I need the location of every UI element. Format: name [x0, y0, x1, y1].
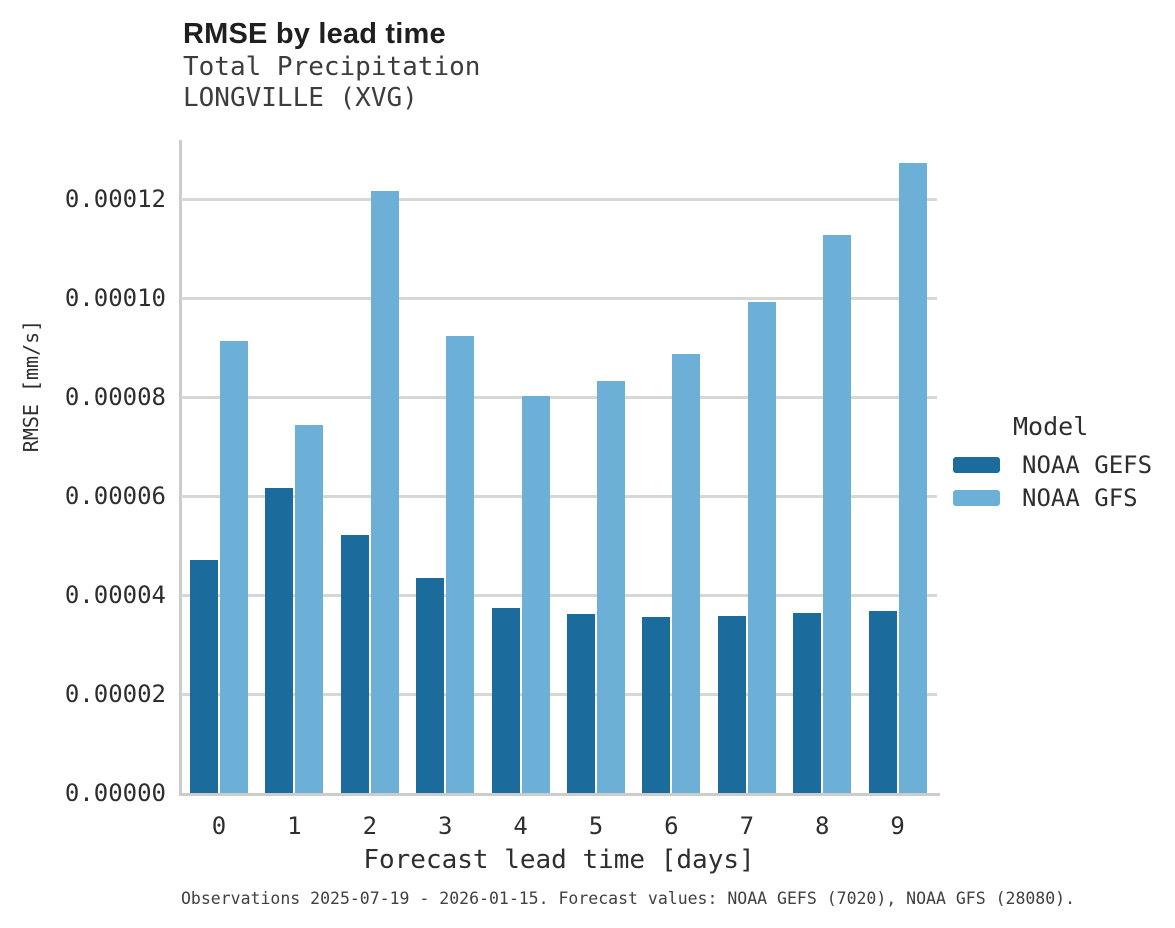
bar-noaa-gfs-day-0 — [220, 340, 248, 793]
bar-noaa-gefs-day-0 — [190, 559, 218, 793]
y-tick-label: 0.00004 — [64, 581, 166, 610]
bar-noaa-gefs-day-2 — [340, 535, 369, 793]
chart-subtitle-station: LONGVILLE (XVG) — [183, 83, 418, 113]
bar-noaa-gefs-day-5 — [567, 614, 595, 793]
bar-noaa-gfs-day-6 — [672, 354, 701, 793]
bar-noaa-gefs-day-6 — [642, 616, 671, 793]
x-tick-label: 3 — [437, 812, 453, 840]
y-tick-label: 0.00002 — [64, 680, 166, 709]
x-tick-label: 4 — [513, 812, 528, 840]
bar-noaa-gefs-day-9 — [868, 611, 897, 793]
y-axis-ticks: 0.00000 0.00002 0.00004 0.00006 0.00008 0.000… — [0, 140, 166, 807]
bar-noaa-gfs-day-4 — [521, 396, 550, 793]
legend-title: Model — [1013, 412, 1089, 441]
x-tick-label: 2 — [362, 812, 378, 840]
x-tick-label: 8 — [814, 812, 830, 840]
y-tick-label: 0.00008 — [64, 383, 166, 412]
y-tick-label: 0.00012 — [64, 185, 166, 214]
x-tick-label: 5 — [588, 812, 604, 840]
legend-label: NOAA GEFS — [1022, 450, 1153, 479]
bar-noaa-gfs-day-7 — [747, 302, 776, 793]
legend-item-noaa-gfs: NOAA GFS — [953, 482, 1138, 513]
gridline — [181, 395, 937, 399]
bar-noaa-gfs-day-3 — [446, 336, 475, 793]
x-tick-label: 7 — [739, 812, 755, 840]
x-tick-label: 9 — [890, 812, 905, 840]
plot-area — [181, 140, 937, 793]
gridline — [181, 692, 937, 696]
y-tick-label: 0.00006 — [64, 482, 166, 511]
bar-noaa-gefs-day-1 — [265, 488, 294, 793]
gridline — [181, 197, 937, 201]
x-tick-label: 6 — [664, 812, 679, 840]
gridline — [181, 296, 937, 300]
y-tick-label: 0.00010 — [64, 284, 166, 313]
bar-noaa-gefs-day-7 — [717, 615, 746, 793]
bar-noaa-gfs-day-5 — [597, 380, 625, 793]
y-tick-label: 0.00000 — [64, 779, 166, 807]
chart-title: RMSE by lead time — [183, 18, 446, 50]
chart-subtitle-variable: Total Precipitation — [183, 52, 481, 82]
legend-item-noaa-gefs: NOAA GEFS — [953, 449, 1152, 480]
y-axis-spine — [179, 140, 182, 796]
bar-noaa-gefs-day-3 — [416, 578, 445, 793]
legend-swatch — [953, 456, 1000, 473]
gridline — [181, 593, 937, 597]
bar-noaa-gefs-day-8 — [793, 612, 822, 793]
x-axis-title: Forecast lead time [days] — [363, 845, 755, 875]
footnote-caption: Observations 2025-07-19 - 2026-01-15. Fo… — [181, 889, 1076, 908]
legend-swatch — [953, 489, 1000, 506]
x-axis-ticks: 0 1 2 3 4 5 6 7 8 9 — [181, 812, 937, 842]
legend-label: NOAA GFS — [1022, 483, 1138, 512]
x-tick-label: 0 — [211, 812, 227, 840]
x-tick-label: 1 — [287, 812, 302, 840]
bar-noaa-gfs-day-9 — [898, 162, 927, 793]
gridline — [181, 494, 937, 498]
bar-noaa-gefs-day-4 — [491, 608, 520, 793]
bar-noaa-gfs-day-2 — [370, 191, 399, 793]
x-axis-spine — [179, 793, 940, 796]
bar-noaa-gfs-day-8 — [823, 234, 852, 793]
bar-noaa-gfs-day-1 — [295, 425, 324, 793]
